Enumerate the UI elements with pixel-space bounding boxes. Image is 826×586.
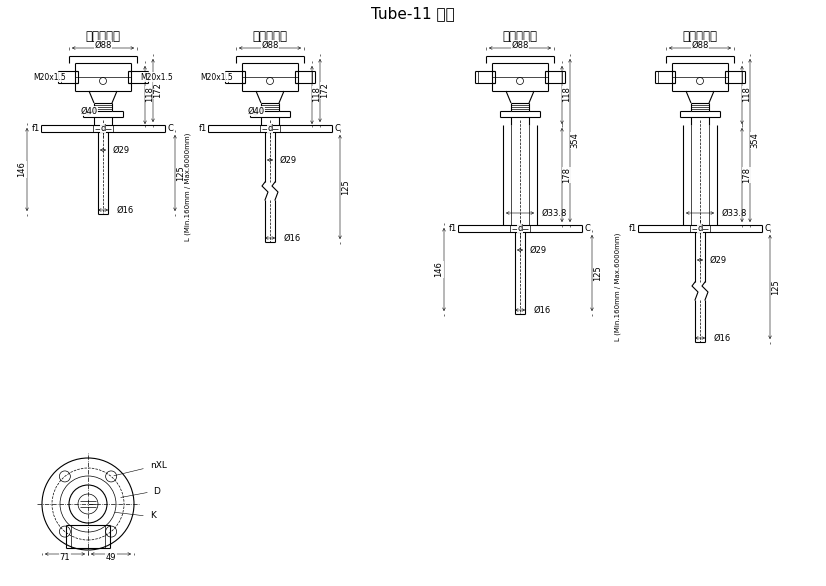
Text: Ø33.8: Ø33.8 xyxy=(541,209,567,217)
Text: 146: 146 xyxy=(434,261,444,277)
Text: 354: 354 xyxy=(571,132,580,148)
Text: 常温加长型: 常温加长型 xyxy=(253,29,287,43)
Text: 172: 172 xyxy=(154,83,163,98)
Text: 146: 146 xyxy=(17,162,26,178)
Text: 125: 125 xyxy=(771,279,781,295)
Text: nXL: nXL xyxy=(150,462,167,471)
Text: 354: 354 xyxy=(751,132,759,148)
Text: K: K xyxy=(150,512,156,520)
Text: 高温标准型: 高温标准型 xyxy=(502,29,538,43)
Text: 172: 172 xyxy=(320,83,330,98)
Text: Ø16: Ø16 xyxy=(714,333,731,342)
Text: Ø16: Ø16 xyxy=(116,206,134,214)
Text: Ø29: Ø29 xyxy=(279,155,297,165)
Text: 178: 178 xyxy=(563,167,572,183)
Text: D: D xyxy=(153,488,160,496)
Text: M20x1.5: M20x1.5 xyxy=(33,73,66,81)
Text: Ø16: Ø16 xyxy=(534,305,551,315)
Text: d: d xyxy=(268,124,273,133)
Text: d: d xyxy=(100,124,106,133)
Text: 118: 118 xyxy=(312,86,321,102)
Text: M20x1.5: M20x1.5 xyxy=(140,73,173,81)
Text: Ø88: Ø88 xyxy=(691,40,709,49)
Text: 118: 118 xyxy=(743,86,752,102)
Text: C: C xyxy=(584,224,590,233)
Text: f1: f1 xyxy=(32,124,40,133)
Text: 118: 118 xyxy=(563,86,572,102)
Text: 常温标准型: 常温标准型 xyxy=(86,29,121,43)
Text: Ø40: Ø40 xyxy=(80,107,97,115)
Text: d: d xyxy=(517,224,523,233)
Text: Ø40: Ø40 xyxy=(248,107,264,115)
Text: Ø33.8: Ø33.8 xyxy=(721,209,747,217)
Text: f1: f1 xyxy=(449,224,457,233)
Text: 71: 71 xyxy=(59,553,70,561)
Text: L (Min.160mm / Max.6000mm): L (Min.160mm / Max.6000mm) xyxy=(185,133,192,241)
Text: Ø29: Ø29 xyxy=(710,255,727,264)
Text: 49: 49 xyxy=(106,553,116,561)
Text: d: d xyxy=(697,224,703,233)
Text: C: C xyxy=(764,224,770,233)
Text: f1: f1 xyxy=(629,224,637,233)
Text: 125: 125 xyxy=(594,265,602,281)
Text: C: C xyxy=(334,124,340,133)
Text: 178: 178 xyxy=(743,167,752,183)
Text: f1: f1 xyxy=(199,124,207,133)
Text: Ø88: Ø88 xyxy=(94,40,112,49)
Text: Ø88: Ø88 xyxy=(511,40,529,49)
Text: Ø88: Ø88 xyxy=(261,40,278,49)
Text: Ø29: Ø29 xyxy=(112,145,130,155)
Text: 125: 125 xyxy=(341,179,350,195)
Text: L (Min.160mm / Max.6000mm): L (Min.160mm / Max.6000mm) xyxy=(615,233,621,341)
Text: 125: 125 xyxy=(177,165,186,181)
Text: Tube-11 法兰: Tube-11 法兰 xyxy=(371,6,455,22)
Text: Ø16: Ø16 xyxy=(283,233,301,243)
Text: 118: 118 xyxy=(145,86,154,102)
Text: C: C xyxy=(167,124,173,133)
Text: 高温加长型: 高温加长型 xyxy=(682,29,718,43)
Text: Ø29: Ø29 xyxy=(529,246,547,254)
Text: M20x1.5: M20x1.5 xyxy=(200,73,233,81)
